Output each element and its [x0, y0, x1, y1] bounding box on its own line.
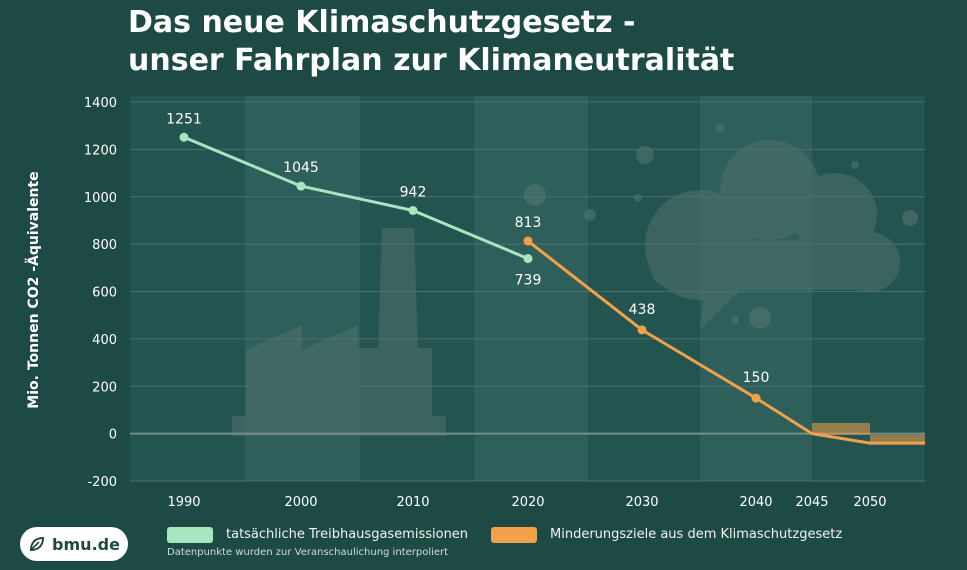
- data-label: 942: [400, 184, 427, 200]
- chart-title: Das neue Klimaschutzgesetz - unser Fahrp…: [128, 4, 734, 80]
- x-tick-label: 1990: [167, 495, 200, 510]
- co2-cloud-icon: [645, 140, 900, 330]
- data-point: [751, 393, 761, 403]
- x-axis: 1990 2000 2010 2020 2030 2040 2045 2050: [167, 495, 886, 510]
- net-zero-area: [812, 422, 870, 435]
- data-label: 438: [629, 302, 656, 318]
- legend-swatch-target: [491, 527, 537, 543]
- data-point: [408, 205, 418, 215]
- bmu-logo[interactable]: bmu.de: [20, 527, 128, 561]
- x-tick-label: 2050: [853, 495, 886, 510]
- leaf-icon: [30, 536, 45, 552]
- data-point: [523, 254, 533, 264]
- net-negative-area: [870, 434, 925, 445]
- data-label: 1045: [283, 160, 319, 176]
- x-tick-label: 2010: [396, 495, 429, 510]
- y-tick-label: 1400: [84, 96, 117, 111]
- legend-label-target: Minderungsziele aus dem Klimaschutzgeset…: [550, 527, 843, 542]
- y-tick-label: 600: [92, 286, 117, 301]
- y-axis-label-text: Mio. Tonnen CO2 -Äquivalente: [25, 171, 42, 408]
- y-tick-label: 200: [92, 380, 117, 395]
- series-line-target: [527, 239, 925, 445]
- x-tick-label: 2045: [795, 495, 828, 510]
- y-tick-label: 1200: [84, 143, 117, 158]
- title-line-1: Das neue Klimaschutzgesetz -: [128, 5, 636, 40]
- data-label: 1251: [166, 111, 202, 127]
- data-label: 813: [515, 215, 542, 231]
- background-band: [130, 96, 245, 481]
- series: 1251 1045 942 739 813 438 150: [166, 111, 925, 445]
- x-tick-label: 2000: [284, 495, 317, 510]
- x-tick-label: 2030: [625, 495, 658, 510]
- data-label: 739: [515, 273, 542, 289]
- title-line-2: unser Fahrplan zur Klimaneutralität: [128, 43, 735, 78]
- legend-swatch-actual: [167, 527, 213, 543]
- y-tick-label: 0: [109, 428, 117, 443]
- y-tick-label: -200: [87, 475, 117, 490]
- logo-text: bmu.de: [52, 534, 120, 554]
- factory-silhouette: [232, 228, 446, 436]
- series-line-actual: [183, 135, 529, 260]
- y-tick-label: 800: [92, 238, 117, 253]
- data-point: [296, 181, 306, 191]
- y-axis: -200 0 200 400 600 800 1000 1200 1400: [84, 96, 117, 490]
- y-tick-label: 400: [92, 333, 117, 348]
- data-label: 150: [743, 370, 770, 386]
- y-axis-label: Mio. Tonnen CO2 -Äquivalente: [25, 171, 42, 408]
- data-point: [179, 132, 189, 142]
- decoration: [232, 124, 918, 436]
- background-band: [474, 96, 588, 481]
- x-tick-label: 2040: [739, 495, 772, 510]
- data-point: [523, 236, 533, 246]
- grid-lines: [130, 101, 925, 482]
- data-point: [637, 325, 647, 335]
- x-tick-label: 2020: [511, 495, 544, 510]
- footnote: Datenpunkte wurden zur Veranschaulichung…: [167, 547, 449, 558]
- y-tick-label: 1000: [84, 191, 117, 206]
- legend-label-actual: tatsächliche Treibhausgasemissionen: [226, 527, 469, 542]
